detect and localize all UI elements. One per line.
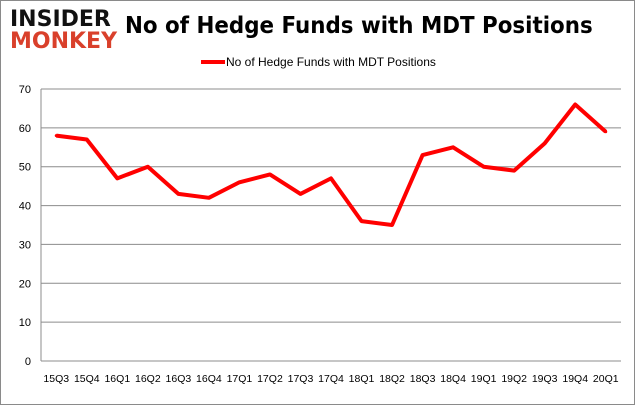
x-tick-label: 19Q1 <box>471 373 497 385</box>
x-tick-label: 15Q3 <box>43 373 69 385</box>
x-tick-label: 16Q3 <box>166 373 192 385</box>
chart-title: No of Hedge Funds with MDT Positions <box>125 13 593 39</box>
data-point <box>298 192 302 196</box>
data-point <box>360 219 364 223</box>
y-tick-label: 20 <box>19 278 31 290</box>
x-tick-label: 19Q3 <box>532 373 558 385</box>
x-tick-label: 18Q2 <box>379 373 405 385</box>
data-point <box>604 130 608 134</box>
x-tick-label: 17Q1 <box>227 373 253 385</box>
x-tick-label: 18Q3 <box>410 373 436 385</box>
data-point <box>543 141 547 145</box>
x-tick-label: 18Q1 <box>349 373 375 385</box>
y-tick-label: 0 <box>25 356 31 368</box>
data-point <box>268 172 272 176</box>
x-tick-label: 16Q1 <box>104 373 130 385</box>
x-tick-label: 15Q4 <box>74 373 100 385</box>
data-point <box>115 176 119 180</box>
y-tick-label: 30 <box>19 239 31 251</box>
y-tick-label: 10 <box>19 317 31 329</box>
x-tick-label: 18Q4 <box>440 373 466 385</box>
data-point <box>512 169 516 173</box>
data-point <box>237 180 241 184</box>
data-point <box>176 192 180 196</box>
data-point <box>573 103 577 107</box>
logo-line-2: MONKEY <box>10 29 118 54</box>
insider-monkey-logo: INSIDER MONKEY <box>10 7 120 54</box>
logo-line-1: INSIDER <box>10 7 111 32</box>
series-line <box>56 102 608 227</box>
x-tick-label: 19Q4 <box>562 373 588 385</box>
data-point <box>451 145 455 149</box>
x-tick-label: 17Q3 <box>288 373 314 385</box>
x-tick-label: 19Q2 <box>501 373 527 385</box>
data-point <box>85 138 89 142</box>
data-point <box>207 196 211 200</box>
x-tick-label: 17Q4 <box>318 373 344 385</box>
y-tick-label: 70 <box>19 84 31 96</box>
x-tick-label: 17Q2 <box>257 373 283 385</box>
data-point <box>390 223 394 227</box>
y-tick-label: 40 <box>19 201 31 213</box>
data-point <box>482 165 486 169</box>
legend-label: No of Hedge Funds with MDT Positions <box>226 55 436 69</box>
data-point <box>146 165 150 169</box>
x-tick-label: 20Q1 <box>593 373 619 385</box>
legend-swatch <box>201 60 225 64</box>
data-point <box>421 153 425 157</box>
y-tick-label: 60 <box>19 123 31 135</box>
x-tick-label: 16Q2 <box>135 373 161 385</box>
legend: No of Hedge Funds with MDT Positions <box>201 55 436 69</box>
y-tick-label: 50 <box>19 162 31 174</box>
x-tick-label: 16Q4 <box>196 373 222 385</box>
data-point <box>329 176 333 180</box>
data-point <box>54 134 58 138</box>
